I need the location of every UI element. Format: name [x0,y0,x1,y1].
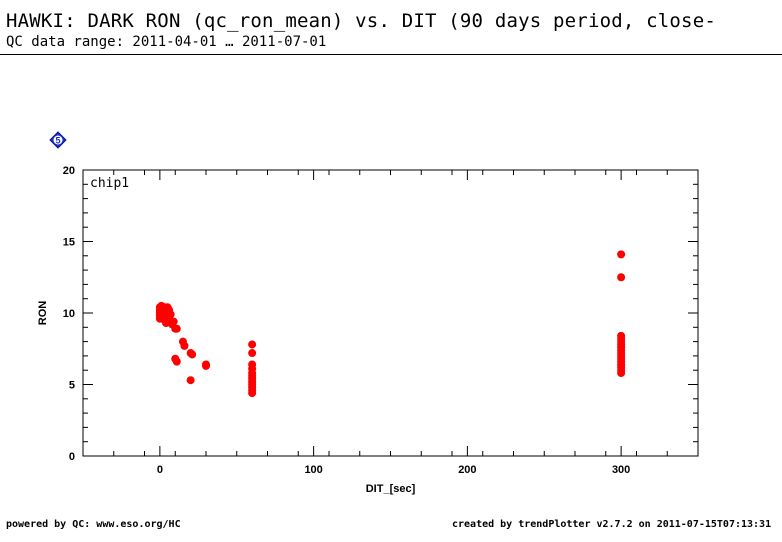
data-point [617,250,626,259]
x-tick-label: 100 [304,464,322,476]
y-tick-label: 0 [69,451,75,463]
major-ticks [83,169,698,457]
footer-created-by: created by trendPlotter v2.7.2 on 2011-0… [452,519,772,530]
data-point [172,324,181,333]
y-tick-label: 20 [63,165,75,177]
badge-inner-icon [53,135,63,145]
data-point [172,357,181,366]
y-tick-label: 15 [63,237,75,249]
data-point [188,350,197,359]
data-point [169,317,178,326]
x-tick-label: 200 [458,464,476,476]
data-point [180,341,189,350]
tick-labels: 0 100 200 300 0 5 10 15 20 [63,165,631,476]
data-point [248,389,257,398]
data-point [202,361,210,370]
data-point [617,273,626,282]
panel-badge[interactable]: 5 [49,131,67,149]
plot-frame [82,169,699,457]
panel-label: chip1 [90,176,129,191]
x-axis-label: DIT_[sec] [366,483,416,495]
footer-powered-by: powered by QC: www.eso.org/HC [6,519,181,530]
x-tick-label: 0 [157,464,163,476]
chart-subtitle: QC data range: 2011-04-01 … 2011-07-01 [6,34,327,50]
data-point [248,340,257,349]
header-divider [0,54,782,55]
data-point [617,369,626,378]
minor-ticks [82,170,699,456]
data-points [155,250,626,398]
chart-title: HAWKI: DARK RON (qc_ron_mean) vs. DIT (9… [6,10,716,32]
data-point [166,310,175,319]
y-tick-label: 10 [63,308,75,320]
badge-number: 5 [55,136,60,146]
data-point [248,349,257,358]
y-tick-label: 5 [69,380,75,392]
x-tick-label: 300 [612,464,630,476]
y-axis-label: RON [37,301,49,326]
data-point [186,376,195,385]
